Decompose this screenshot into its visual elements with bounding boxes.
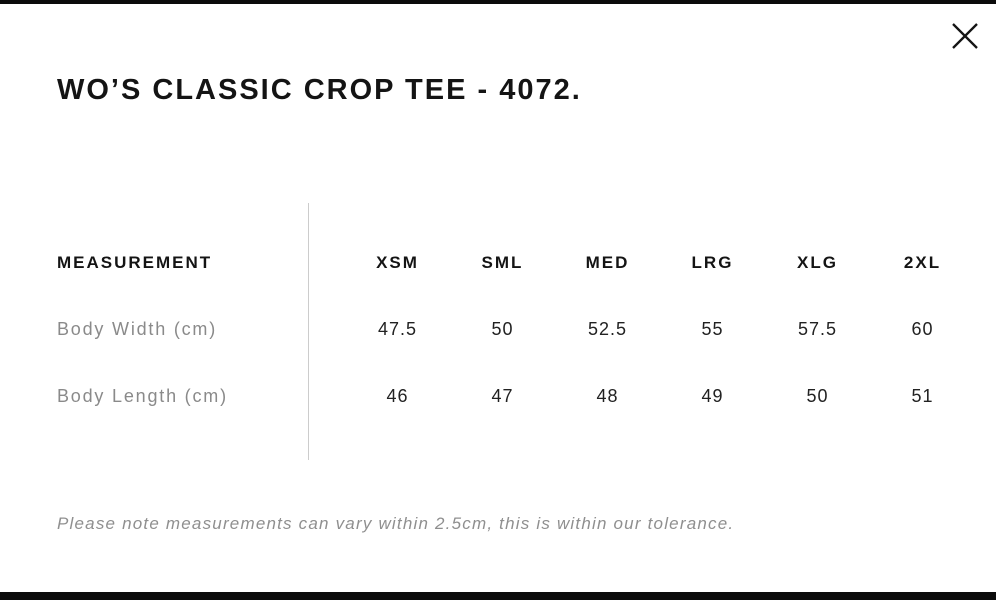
close-button[interactable] — [949, 20, 981, 52]
close-icon — [952, 23, 978, 49]
size-column-header: MED — [585, 252, 630, 272]
measurement-value: 46 — [386, 386, 409, 406]
table-divider — [308, 203, 309, 460]
measurement-value: 49 — [701, 386, 724, 406]
measurement-column-header: MEASUREMENT — [57, 252, 213, 272]
page-title: WO’S CLASSIC CROP TEE - 4072. — [57, 74, 582, 106]
size-chart-table: MEASUREMENT XSM SML MED LRG XLG 2XL Body Width… — [57, 229, 975, 430]
measurement-value: 55 — [701, 319, 724, 339]
measurement-value: 52.5 — [587, 319, 628, 339]
measurement-value: 50 — [806, 386, 829, 406]
measurement-value: 48 — [596, 386, 619, 406]
top-border — [0, 0, 996, 4]
measurement-value: 51 — [911, 386, 934, 406]
tolerance-note: Please note measurements can vary within… — [57, 514, 735, 533]
measurement-value: 50 — [491, 319, 514, 339]
size-column-header: SML — [481, 252, 524, 272]
measurement-row-label: Body Length (cm) — [57, 386, 228, 406]
size-column-header: XSM — [376, 252, 419, 272]
size-column-header: XLG — [797, 252, 838, 272]
measurement-row-label: Body Width (cm) — [57, 319, 218, 339]
size-column-header: 2XL — [903, 252, 942, 272]
size-column-header: LRG — [691, 252, 734, 272]
bottom-border — [0, 592, 996, 600]
measurement-value: 60 — [911, 319, 934, 339]
measurement-value: 47 — [491, 386, 514, 406]
measurement-value: 47.5 — [377, 319, 418, 339]
measurement-value: 57.5 — [797, 319, 838, 339]
